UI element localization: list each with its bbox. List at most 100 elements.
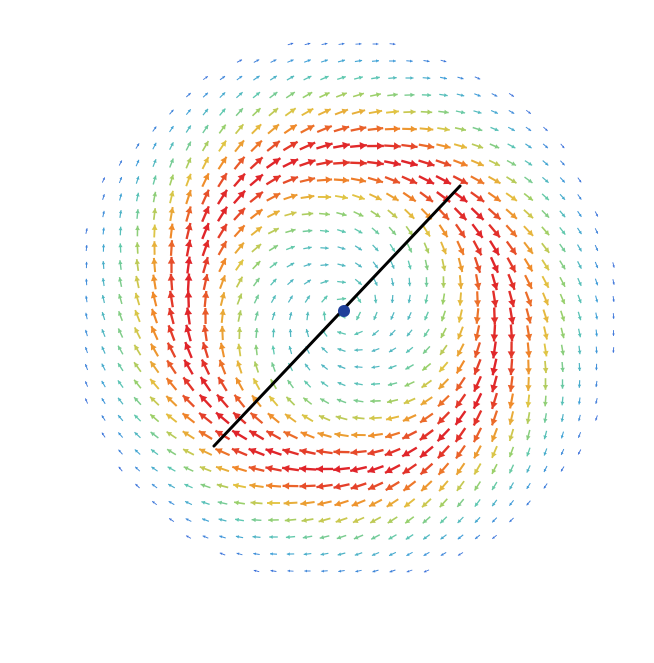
field-arrow-head xyxy=(595,248,598,251)
field-arrow-head xyxy=(317,431,325,438)
field-arrow-head xyxy=(410,125,417,133)
field-arrow-head xyxy=(134,275,140,282)
field-arrow-head xyxy=(410,76,414,80)
field-arrow-head xyxy=(135,484,138,487)
field-arrow-head xyxy=(494,94,498,97)
field-arrow-head xyxy=(560,350,565,356)
field-arrow-head xyxy=(184,342,192,351)
field-arrow-head xyxy=(118,363,122,368)
field-arrow-head xyxy=(185,223,193,231)
field-arrow-head xyxy=(217,500,223,505)
field-arrow-head xyxy=(409,177,418,184)
field-arrow-head xyxy=(354,348,358,352)
field-arrow-head xyxy=(390,316,394,320)
field-arrow-head xyxy=(307,279,311,284)
field-arrow-head xyxy=(358,212,364,217)
field-arrow-head xyxy=(150,414,156,420)
field-arrow-head xyxy=(393,159,401,168)
field-arrow-head xyxy=(267,413,275,420)
field-arrow-head xyxy=(219,309,226,316)
field-arrow-head xyxy=(508,299,516,308)
field-arrow-head xyxy=(255,108,261,114)
field-arrow-head xyxy=(325,229,329,234)
field-arrow-head xyxy=(270,552,273,556)
field-arrow-head xyxy=(543,281,549,288)
field-arrow-head xyxy=(85,364,88,367)
field-arrow-head xyxy=(475,536,478,539)
field-arrow-head xyxy=(255,157,263,165)
field-arrow-head xyxy=(440,299,446,305)
field-arrow-head xyxy=(307,75,312,80)
field-arrow-head xyxy=(376,159,384,167)
field-arrow-head xyxy=(289,279,294,283)
field-arrow-head xyxy=(152,208,158,214)
field-arrow-head xyxy=(202,291,210,298)
field-arrow-head xyxy=(136,159,140,163)
field-arrow-head xyxy=(101,363,105,368)
field-arrow-head xyxy=(427,142,435,150)
field-arrow-head xyxy=(473,367,481,375)
field-arrow-head xyxy=(234,394,242,403)
field-arrow-head xyxy=(290,92,295,97)
field-arrow-head xyxy=(290,193,298,200)
field-arrow-head xyxy=(455,417,463,425)
field-arrow-head xyxy=(320,552,325,556)
field-arrow-head xyxy=(236,360,242,367)
field-arrow-head xyxy=(221,92,226,96)
field-arrow-head xyxy=(578,196,582,200)
field-arrow-head xyxy=(118,432,122,436)
field-arrow-head xyxy=(271,328,276,333)
field-arrow-head xyxy=(324,75,329,80)
field-arrow-head xyxy=(392,42,396,46)
field-arrow-head xyxy=(166,431,173,437)
field-arrow-head xyxy=(236,343,243,350)
field-arrow-head xyxy=(577,384,582,388)
field-arrow-head xyxy=(577,350,582,355)
field-arrow-head xyxy=(460,143,467,150)
field-arrow-head xyxy=(215,430,224,438)
field-arrow-head xyxy=(509,468,513,474)
field-arrow-head xyxy=(528,111,531,114)
field-arrow-head xyxy=(255,174,263,182)
field-arrow-head xyxy=(355,569,359,573)
field-arrow-head xyxy=(426,59,430,63)
field-arrow-head xyxy=(185,501,189,505)
field-arrow-head xyxy=(542,367,549,374)
field-arrow-head xyxy=(167,273,176,281)
field-arrow-head xyxy=(272,141,280,148)
field-arrow-head xyxy=(560,401,565,406)
field-arrow-head xyxy=(337,552,342,556)
field-arrow-head xyxy=(507,351,516,359)
field-arrow-head xyxy=(248,447,257,455)
field-arrow-head xyxy=(374,281,378,286)
field-arrow-head xyxy=(402,415,410,422)
field-arrow-head xyxy=(273,228,279,233)
field-arrow-head xyxy=(101,244,106,248)
field-arrow-head xyxy=(325,211,330,217)
field-arrow-head xyxy=(249,482,256,489)
field-arrow-head xyxy=(307,42,311,46)
field-arrow-head xyxy=(237,156,245,165)
field-arrow-head xyxy=(374,229,380,235)
field-arrow-head xyxy=(324,125,332,132)
field-arrow-head xyxy=(117,380,122,385)
field-arrow-head xyxy=(490,317,499,325)
field-arrow-head xyxy=(441,265,447,271)
field-arrow-head xyxy=(239,59,242,62)
field-arrow-head xyxy=(118,466,122,470)
field-arrow-head xyxy=(272,278,277,283)
field-arrow-head xyxy=(595,350,598,354)
field-arrow-head xyxy=(249,430,258,438)
field-arrow-head xyxy=(475,229,483,238)
field-arrow-head xyxy=(271,312,276,316)
field-arrow-head xyxy=(237,190,246,199)
field-arrow-head xyxy=(255,191,263,199)
field-arrow-head xyxy=(151,274,158,282)
field-arrow-head xyxy=(359,159,367,167)
field-arrow-head xyxy=(182,413,190,420)
field-arrow-head xyxy=(367,448,375,456)
field-arrow-head xyxy=(307,263,312,267)
field-arrow-head xyxy=(150,396,156,403)
field-arrow-head xyxy=(561,162,565,166)
field-arrow-head xyxy=(543,316,549,323)
